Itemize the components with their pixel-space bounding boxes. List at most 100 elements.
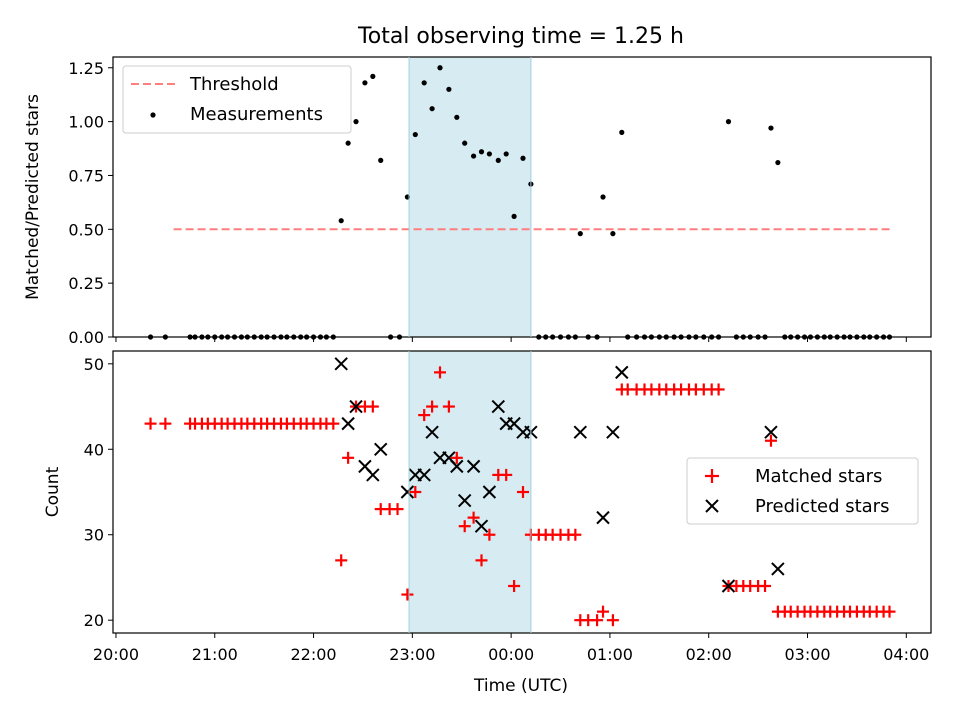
- predicted-star-point: [374, 442, 388, 456]
- y-tick-label: 50: [84, 355, 104, 374]
- measurement-point: [577, 231, 583, 237]
- legend-measurements-label: Measurements: [190, 104, 323, 125]
- top-panel: 0.00 0.25 0.50 0.75 1.00 1.25 Matched/Predict…: [23, 56, 932, 347]
- y-tick-label: 20: [84, 611, 104, 630]
- matched-star-point: [712, 383, 725, 396]
- y-tick-label: 30: [84, 526, 104, 545]
- predicted-star-point: [474, 519, 489, 533]
- matched-star-point: [327, 417, 340, 430]
- matched-star-point: [144, 417, 157, 430]
- matched-star-point: [458, 520, 471, 533]
- matched-star-point: [500, 468, 513, 481]
- matched-star-point: [442, 400, 455, 413]
- measurement-point: [462, 140, 468, 146]
- legend-threshold-label: Threshold: [189, 74, 279, 95]
- y-tick-label: 0.25: [68, 274, 104, 293]
- measurement-point: [478, 149, 485, 155]
- predicted-star-point: [721, 579, 736, 593]
- matched-star-point: [159, 417, 172, 430]
- top-y-axis-ticks: 0.00 0.25 0.50 0.75 1.00 1.25: [68, 59, 113, 347]
- top-y-axis-label: Matched/Predicted stars: [23, 94, 43, 300]
- measurement-point: [725, 119, 732, 125]
- matched-star-point: [516, 486, 529, 498]
- x-tick-label: 23:00: [389, 645, 435, 664]
- predicted-star-point: [400, 485, 415, 499]
- matched-star-point: [434, 366, 447, 379]
- predicted-star-point: [482, 485, 497, 499]
- predicted-star-point: [450, 459, 464, 474]
- y-tick-label: 0.50: [68, 220, 104, 239]
- measurement-point: [362, 80, 368, 86]
- measurement-point: [378, 157, 384, 163]
- x-axis-label: Time (UTC): [473, 676, 568, 696]
- measurement-point: [600, 194, 606, 200]
- matched-star-point: [409, 486, 422, 498]
- matched-star-point: [335, 554, 348, 567]
- observing-window-shade: [409, 57, 531, 337]
- predicted-star-point: [466, 459, 481, 474]
- predicted-star-point: [457, 493, 472, 508]
- measurement-point: [454, 114, 460, 120]
- top-panel-frame: [112, 56, 932, 338]
- matched-star-point: [597, 605, 610, 618]
- x-tick-label: 04:00: [883, 645, 929, 664]
- x-tick-label: 22:00: [290, 645, 336, 664]
- legend-measurements-swatch: [150, 112, 156, 118]
- matched-star-point: [475, 554, 488, 567]
- matched-star-point: [401, 588, 414, 601]
- predicted-star-point: [771, 562, 785, 576]
- predicted-star-point: [491, 399, 505, 414]
- predicted-star-point: [349, 399, 363, 414]
- legend-predicted-swatch: [705, 499, 719, 513]
- matched-star-point: [426, 400, 439, 413]
- matched-star-point: [569, 528, 582, 541]
- matched-star-point: [418, 409, 431, 422]
- measurement-point: [495, 157, 501, 163]
- observing-window-shade: [409, 351, 531, 633]
- figure-title: Total observing time = 1.25 h: [357, 24, 684, 49]
- measurement-point: [511, 213, 517, 219]
- bottom-panel-frame: [112, 350, 932, 634]
- x-tick-label: 21:00: [192, 645, 238, 664]
- bottom-legend: Matched stars Predicted stars: [686, 457, 919, 525]
- matched-stars-points: [144, 366, 896, 627]
- x-tick-label: 00:00: [488, 645, 534, 664]
- measurement-point: [446, 86, 452, 92]
- bottom-x-axis-ticks: 20:00 21:00 22:00 23:00 00:00 01:00 02:00 03:00…: [93, 633, 929, 664]
- legend-predicted-label: Predicted stars: [755, 496, 889, 517]
- measurement-point: [421, 80, 427, 86]
- predicted-star-point: [341, 416, 355, 431]
- matched-star-point: [450, 451, 463, 464]
- matched-star-point: [883, 605, 896, 618]
- measurement-point: [503, 151, 509, 157]
- measurement-point: [610, 231, 616, 237]
- matched-star-point: [759, 580, 772, 592]
- bottom-y-axis-label: Count: [43, 466, 63, 517]
- legend-matched-label: Matched stars: [755, 466, 882, 487]
- measurement-points: [147, 65, 893, 340]
- matched-star-point: [508, 580, 521, 592]
- matched-star-point: [366, 400, 379, 413]
- y-tick-label: 40: [84, 440, 104, 459]
- measurement-point: [429, 106, 435, 112]
- predicted-star-point: [606, 425, 620, 439]
- y-tick-label: 0.75: [68, 166, 104, 185]
- predicted-star-point: [615, 365, 629, 380]
- y-tick-label: 1.25: [68, 59, 104, 78]
- measurement-point: [470, 153, 477, 159]
- measurement-point: [353, 119, 359, 125]
- x-tick-label: 20:00: [93, 645, 139, 664]
- matched-star-point: [483, 528, 496, 541]
- measurement-point: [520, 155, 526, 161]
- x-tick-label: 01:00: [587, 645, 633, 664]
- measurement-point: [775, 159, 781, 166]
- measurement-point: [768, 125, 774, 131]
- bottom-panel: 20 30 40 50 20:00 21:00 22:00 23:00 00:00 01:00 0…: [43, 350, 932, 696]
- measurement-point: [370, 73, 376, 79]
- matched-star-point: [606, 614, 619, 627]
- matched-star-point: [342, 451, 355, 464]
- matched-star-point: [591, 614, 604, 627]
- matched-star-point: [764, 434, 777, 447]
- bottom-y-axis-ticks: 20 30 40 50: [84, 355, 113, 630]
